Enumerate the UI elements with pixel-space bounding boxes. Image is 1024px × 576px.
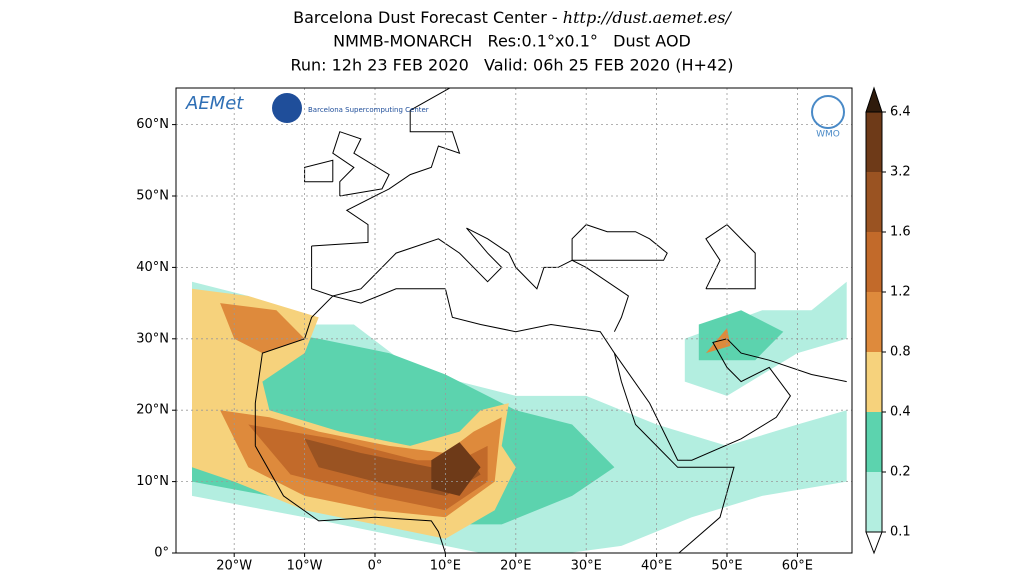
colorbar-segment (866, 172, 882, 232)
coastline (254, 445, 446, 553)
colorbar-label: 1.6 (890, 225, 911, 240)
lon-tick-label: 20°E (500, 559, 531, 574)
lon-tick-label: 20°W (216, 559, 252, 574)
subtitle: NMMB-MONARCH Res:0.1°x0.1° Dust AOD (333, 32, 691, 51)
colorbar-segment (866, 472, 882, 532)
colorbar-label: 0.2 (890, 465, 911, 480)
lon-tick-label: 50°E (711, 559, 742, 574)
colorbar-segment (866, 412, 882, 472)
coastline (254, 288, 735, 553)
bsc-logo: Barcelona Supercomputing Center (308, 106, 429, 114)
lat-tick-label: 30°N (136, 331, 169, 346)
colorbar-label: 0.4 (890, 405, 911, 420)
title: Barcelona Dust Forecast Center - http://… (293, 8, 732, 27)
colorbar-segment (866, 352, 882, 412)
colorbar-label: 0.1 (890, 525, 911, 540)
colorbar-label: 3.2 (890, 165, 911, 180)
logos: AEMet Barcelona Supercomputing Center WM… (185, 93, 845, 140)
coastline (332, 131, 390, 197)
coastline (613, 338, 847, 461)
lat-tick-label: 40°N (136, 260, 169, 275)
lat-tick-label: 20°N (136, 403, 169, 418)
colorbar-under (865, 531, 883, 555)
colorbar-segment (866, 292, 882, 352)
colorbar-label: 6.4 (890, 105, 911, 120)
lat-tick-label: 0° (154, 546, 169, 561)
colorbar-segment (866, 232, 882, 292)
colorbar-label: 1.2 (890, 285, 911, 300)
lat-tick-label: 10°N (136, 474, 169, 489)
map-frame (175, 87, 853, 554)
coastline (311, 88, 461, 247)
colorbar-frame (865, 111, 883, 533)
coastline (311, 227, 629, 332)
lat-tick-label: 50°N (136, 189, 169, 204)
wmo-logo: WMO (816, 130, 840, 140)
dust-field (431, 442, 481, 496)
map: 60°N 50°N 40°N 30°N 20°N 10°N 0° 20°W 10°W 0° 10°E… (136, 88, 852, 574)
lon-tick-label: 0° (368, 559, 383, 574)
run-info: Run: 12h 23 FEB 2020 Valid: 06h 25 FEB 2… (290, 56, 733, 75)
coastline (705, 223, 756, 290)
colorbar: 0.1 0.2 0.4 0.8 1.2 1.6 3.2 6.4 (865, 86, 911, 555)
lon-tick-label: 60°E (782, 559, 813, 574)
dust-field (220, 303, 305, 354)
lon-tick-label: 30°E (571, 559, 602, 574)
lon-tick-label: 10°W (287, 559, 323, 574)
title-url: http://dust.aemet.es/ (563, 8, 733, 27)
wmo-logo-icon (811, 95, 845, 129)
aemet-logo: AEMet (185, 93, 244, 114)
map-content (192, 88, 847, 553)
lon-tick-label: 10°E (430, 559, 461, 574)
colorbar-over (865, 86, 883, 113)
colorbar-segment (866, 112, 882, 172)
lat-tick-label: 60°N (136, 117, 169, 132)
coastline (571, 224, 668, 261)
coastline (304, 159, 334, 183)
colorbar-label: 0.8 (890, 345, 911, 360)
title-text: Barcelona Dust Forecast Center - (293, 8, 563, 27)
bsc-logo-icon (272, 93, 302, 123)
lon-tick-label: 40°E (641, 559, 672, 574)
